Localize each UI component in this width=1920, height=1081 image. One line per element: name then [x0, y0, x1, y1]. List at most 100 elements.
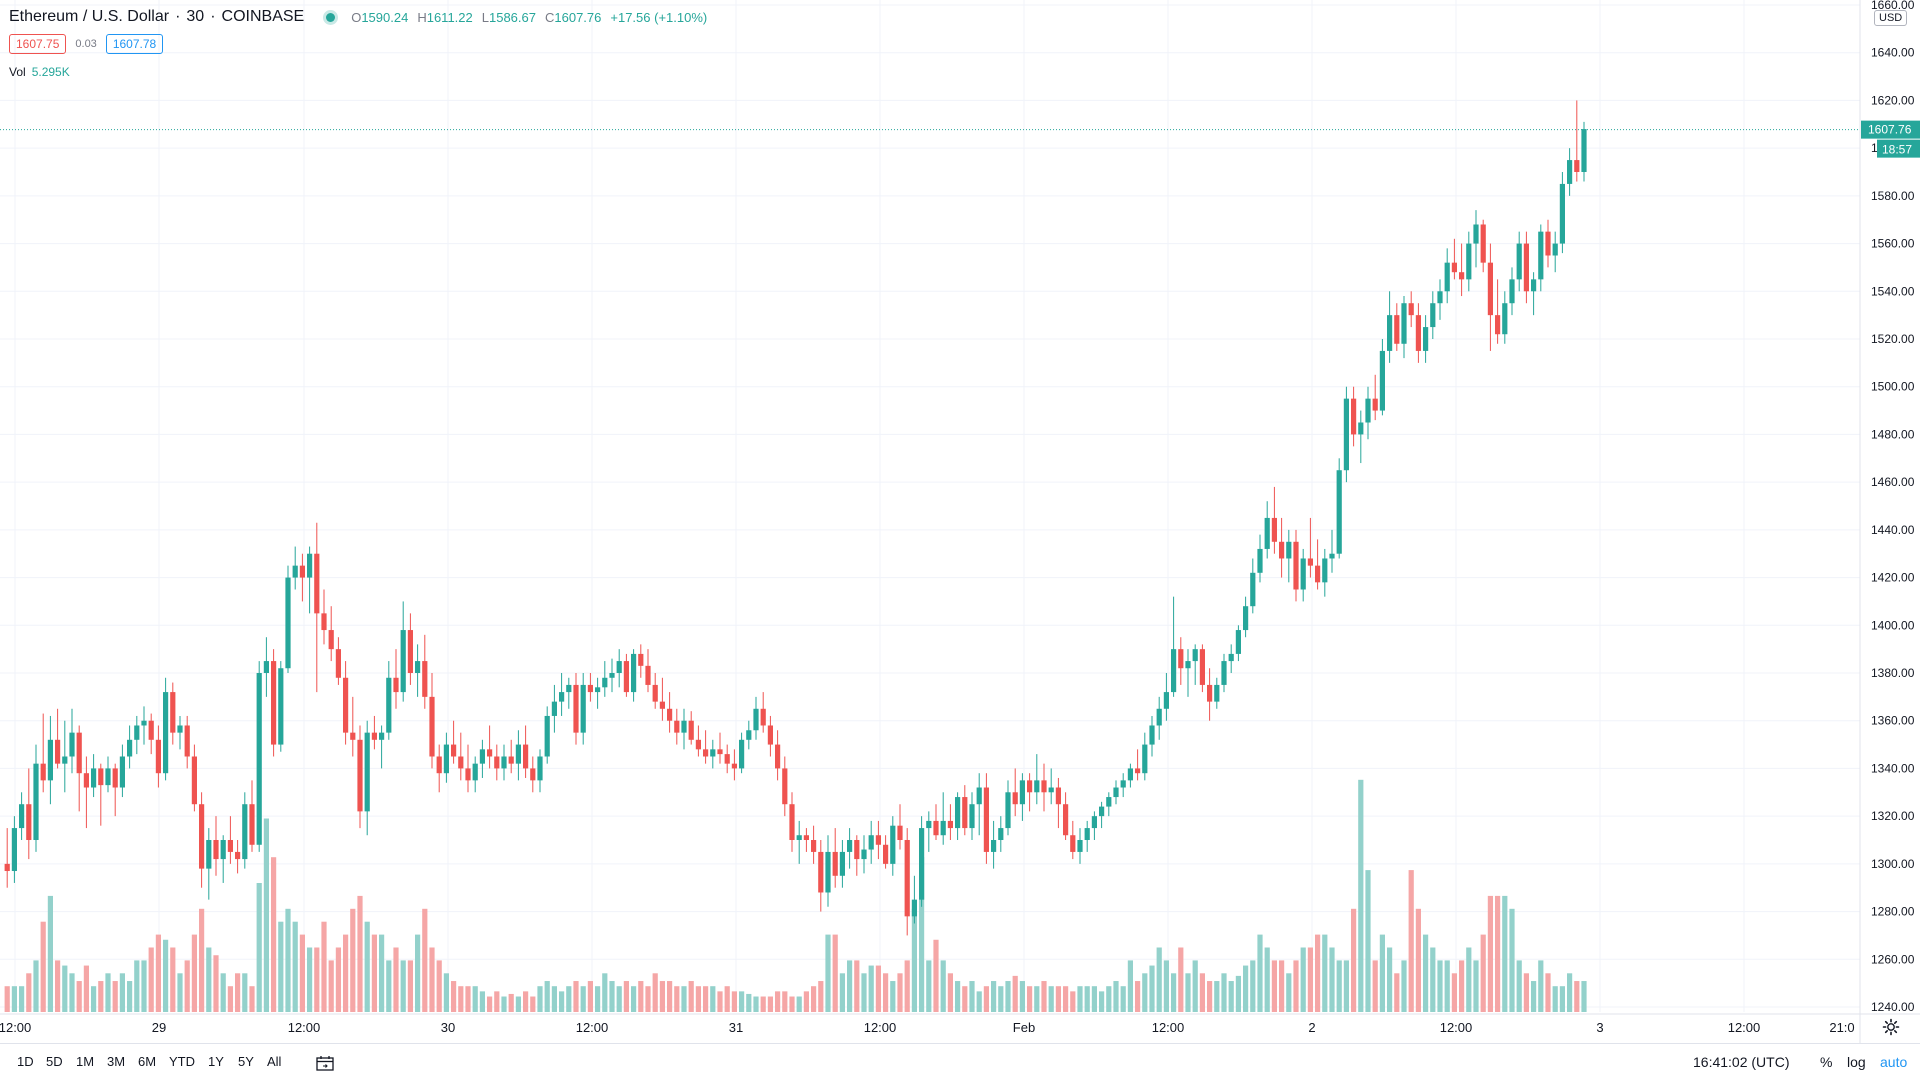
candle-body [1552, 243, 1558, 256]
volume-bar [695, 986, 701, 1012]
candle-body [1315, 565, 1321, 583]
candle-body [91, 768, 97, 788]
candle-body [955, 797, 961, 829]
volume-bar [1063, 986, 1069, 1012]
candle-body [1077, 840, 1083, 852]
volume-bar [1127, 960, 1133, 1012]
candle-body [501, 756, 507, 769]
candle-body [1199, 649, 1205, 685]
utc-clock[interactable]: 16:41:02 (UTC) [1693, 1054, 1790, 1070]
candle-body [1243, 606, 1249, 631]
goto-date-calendar-icon[interactable] [316, 1056, 334, 1071]
volume-bar [69, 973, 75, 1012]
candle-body [760, 708, 766, 726]
volume-bar [559, 991, 565, 1012]
candle-body [1106, 797, 1112, 807]
volume-bar [688, 981, 694, 1012]
candle-body [69, 732, 75, 757]
candle-body [1012, 792, 1018, 805]
candle-body [1156, 708, 1162, 726]
volume-bar [976, 991, 982, 1012]
candle-body [76, 732, 82, 774]
volume-bar [1228, 981, 1234, 1012]
volume-bar [1243, 965, 1249, 1012]
range-1d-button[interactable]: 1D [17, 1054, 34, 1069]
volume-bar [285, 908, 291, 1012]
buy-price-button[interactable]: 1607.78 [105, 34, 164, 54]
candle-body [1559, 183, 1565, 244]
time-tick-label: 12:00 [1728, 1020, 1761, 1035]
candle-body [386, 677, 392, 733]
volume-bar [271, 857, 277, 1012]
log-scale-button[interactable]: log [1847, 1054, 1866, 1070]
candle-body [688, 720, 694, 740]
range-5y-button[interactable]: 5Y [238, 1054, 254, 1069]
volume-bar [631, 986, 637, 1012]
volume-bar [1163, 960, 1169, 1012]
candle-body [854, 840, 860, 860]
sell-price-button[interactable]: 1607.75 [9, 34, 67, 54]
countdown-tag [1877, 139, 1920, 158]
volume-bar [1149, 965, 1155, 1012]
price-tick-label: 1260.00 [1871, 952, 1915, 966]
volume-bar [674, 986, 680, 1012]
range-3m-button[interactable]: 3M [107, 1054, 126, 1069]
legend-separator: · [175, 8, 181, 25]
range-6m-button[interactable]: 6M [138, 1054, 157, 1069]
range-1y-button[interactable]: 1Y [208, 1054, 224, 1069]
volume-bar [26, 973, 32, 1012]
range-all-button[interactable]: All [267, 1054, 282, 1069]
volume-bar [1207, 981, 1213, 1012]
volume-bar [659, 981, 665, 1012]
candle-body [811, 840, 817, 852]
volume-bar [371, 934, 377, 1012]
volume-bar [724, 986, 730, 1012]
candle-body [271, 661, 277, 745]
volume-bar [897, 973, 903, 1012]
volume-bar [1084, 986, 1090, 1012]
candle-body [645, 665, 651, 685]
candle-body [1293, 541, 1299, 590]
volume-bar [991, 981, 997, 1012]
volume-bar [1185, 973, 1191, 1012]
volume-bar [4, 986, 10, 1012]
volume-bar [33, 960, 39, 1012]
price-tick-label: 1520.00 [1871, 332, 1915, 346]
volume-bar [1531, 981, 1537, 1012]
range-1m-button[interactable]: 1M [76, 1054, 95, 1069]
exchange-label[interactable]: COINBASE [221, 8, 305, 25]
symbol-name[interactable]: Ethereum / U.S. Dollar [9, 8, 170, 25]
volume-bar [623, 981, 629, 1012]
currency-selector[interactable]: USD [1874, 10, 1908, 26]
candle-body [1120, 780, 1126, 788]
time-tick-label: 3 [1596, 1020, 1603, 1035]
volume-bar [1538, 960, 1544, 1012]
volume-bar [1329, 947, 1335, 1012]
candle-body [1372, 398, 1378, 411]
volume-bar [760, 996, 766, 1012]
volume-bar [256, 883, 262, 1012]
candle-body [1063, 804, 1069, 836]
volume-bar [1523, 973, 1529, 1012]
volume-bar [105, 973, 111, 1012]
candle-body [1538, 231, 1544, 280]
volume-bar [278, 921, 284, 1012]
volume-bar [335, 947, 341, 1012]
percent-scale-button[interactable]: % [1820, 1054, 1833, 1070]
candle-body [350, 732, 356, 740]
candle-body [371, 732, 377, 740]
settings-gear-icon[interactable] [1882, 1018, 1900, 1036]
candle-body [1466, 243, 1472, 280]
volume-bar [76, 981, 82, 1012]
candle-body [1207, 684, 1213, 702]
volume-bar [1567, 973, 1573, 1012]
range-ytd-button[interactable]: YTD [169, 1054, 195, 1069]
candle-body [458, 756, 464, 769]
range-5d-button[interactable]: 5D [46, 1054, 63, 1069]
volume-bar [1070, 991, 1076, 1012]
interval-label[interactable]: 30 [186, 8, 205, 25]
volume-bar [62, 965, 68, 1012]
auto-scale-button[interactable]: auto [1880, 1054, 1908, 1070]
